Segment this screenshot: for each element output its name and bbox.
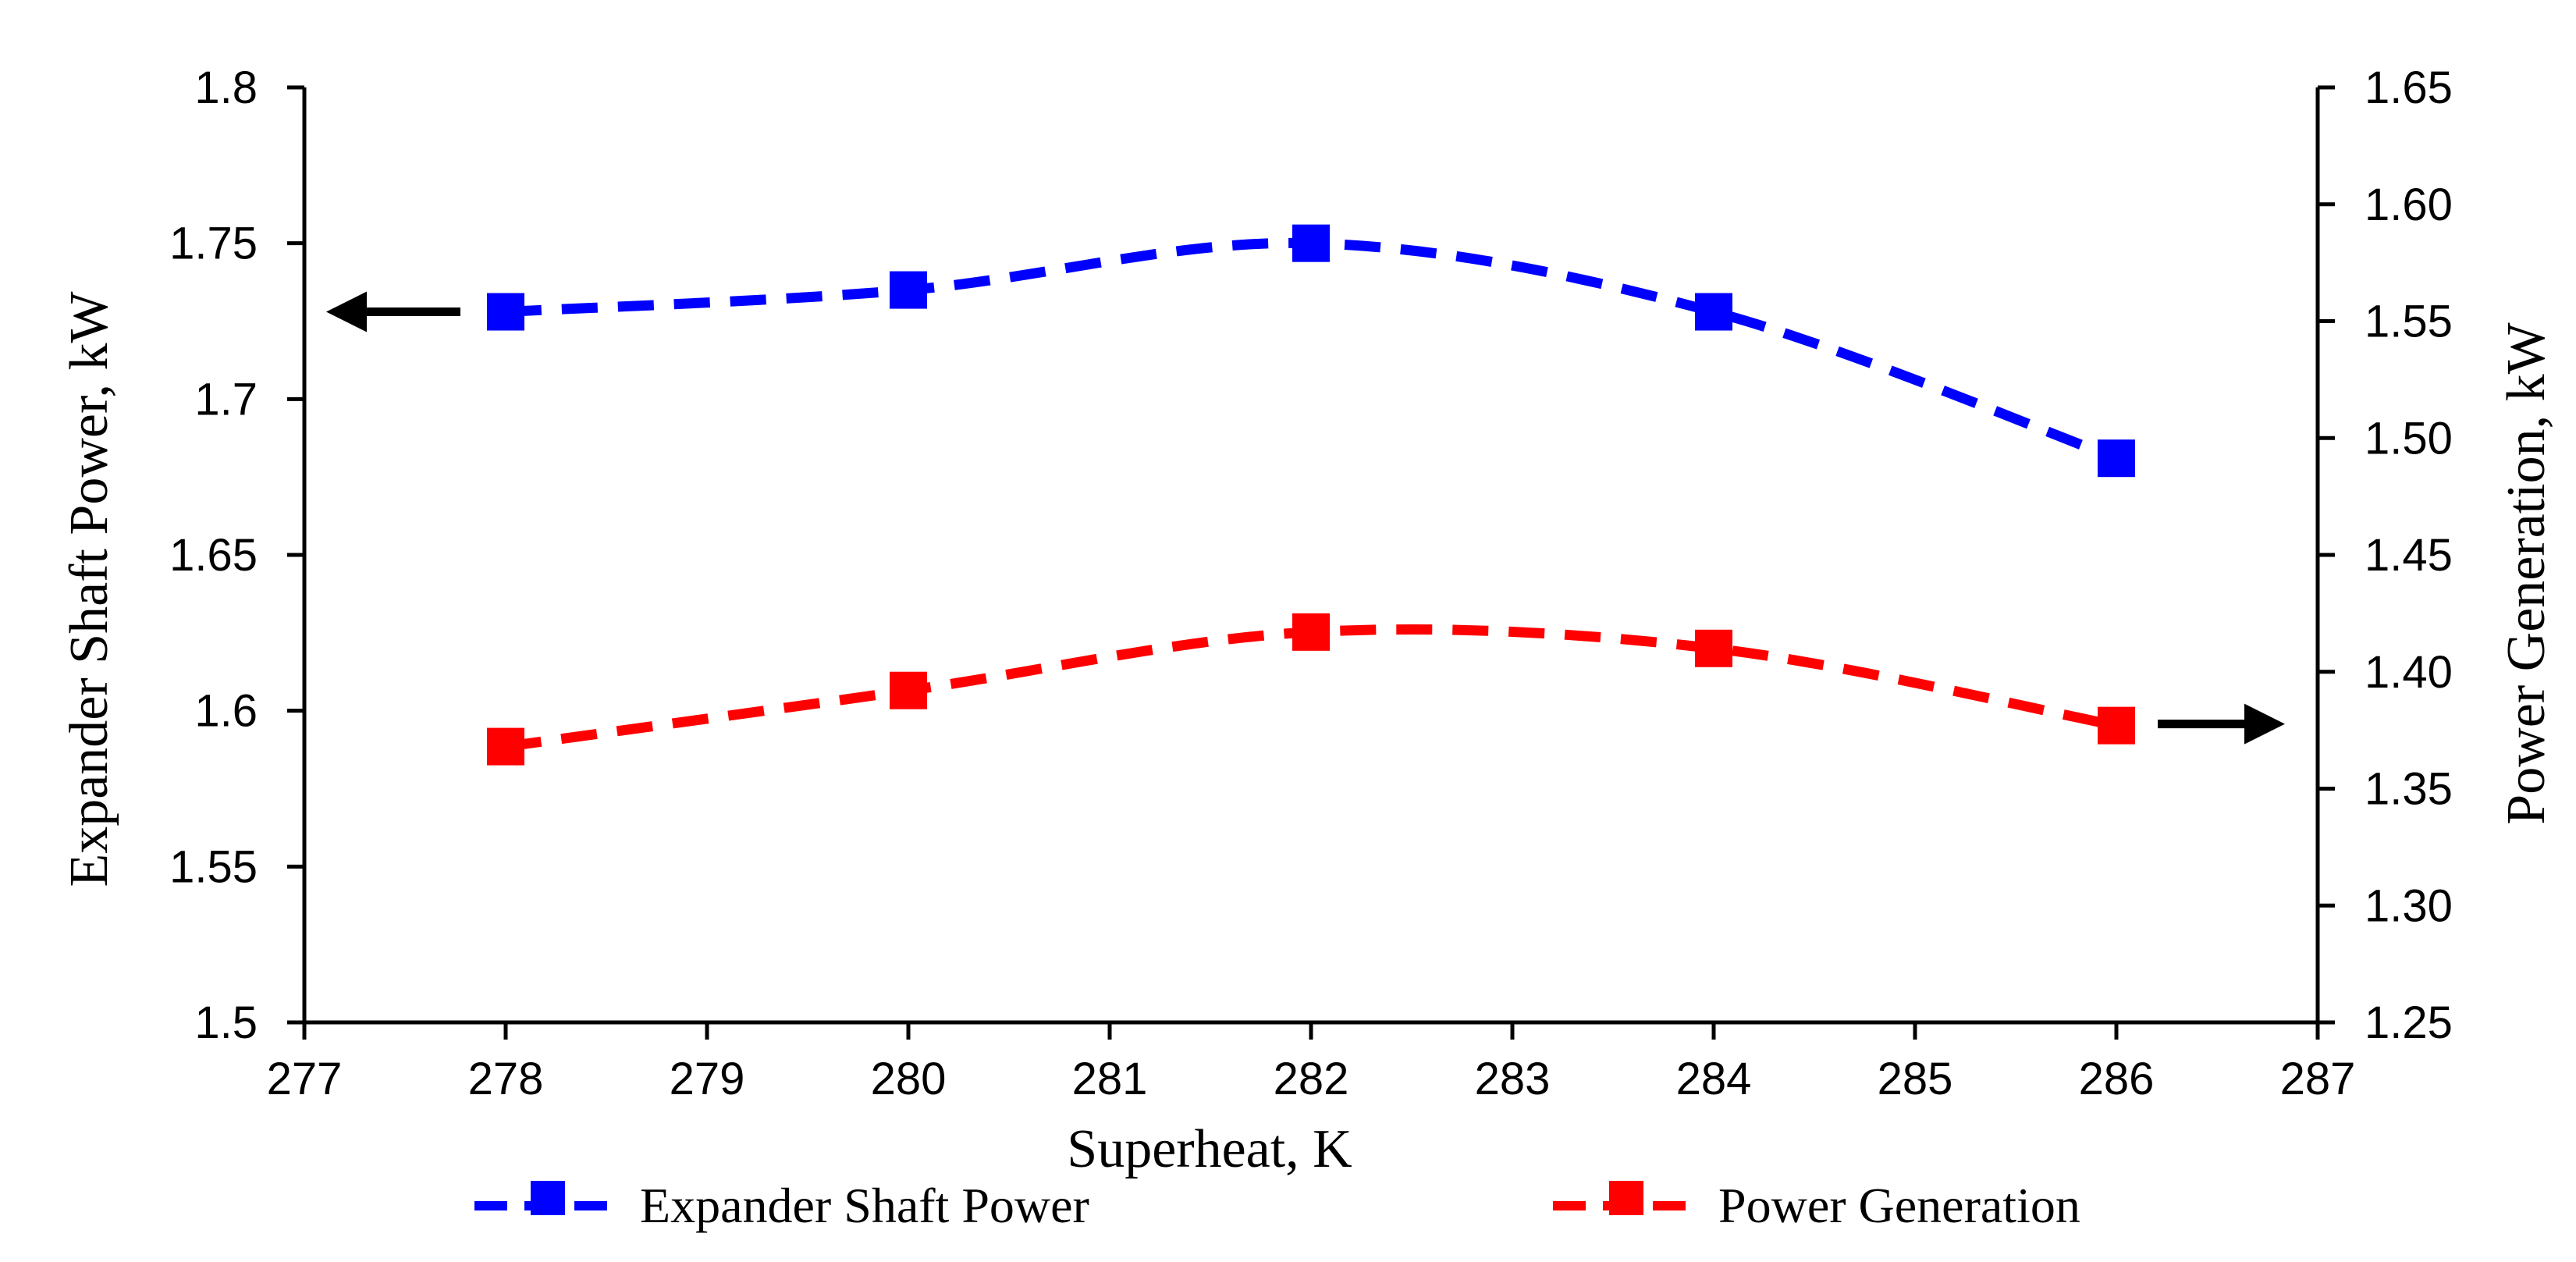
- point-power-generation-286: [2098, 706, 2135, 745]
- y-left-tick-label-1.55: 1.55: [169, 841, 258, 892]
- y-right-tick-label-1.25: 1.25: [2365, 997, 2453, 1048]
- arrow-right-icon: [2244, 703, 2285, 745]
- point-power-generation-278: [487, 727, 524, 766]
- legend-swatch-marker-power-generation: [1609, 1181, 1643, 1215]
- y-left-tick-label-1.8: 1.8: [194, 62, 258, 113]
- point-expander-shaft-power-284: [1695, 293, 1732, 331]
- y-right-tick-label-1.65: 1.65: [2365, 62, 2453, 113]
- y-right-tick-label-1.35: 1.35: [2365, 764, 2453, 815]
- ticks: 277 278 279 280 281 282 283 284 285 286 287 1.5 1.55…: [169, 62, 2453, 1104]
- series-layer: [487, 224, 2135, 766]
- x-tick-label-287: 287: [2280, 1054, 2356, 1104]
- x-tick-label-283: 283: [1475, 1054, 1551, 1104]
- legend-item-power-generation: Power Generation: [1553, 1178, 2080, 1233]
- y-left-tick-label-1.6: 1.6: [194, 686, 258, 737]
- y-right-tick-label-1.45: 1.45: [2365, 530, 2453, 581]
- x-tick-label-281: 281: [1072, 1054, 1148, 1104]
- x-tick-label-280: 280: [871, 1054, 947, 1104]
- y-left-axis-title: Expander Shaft Power, kW: [59, 291, 119, 887]
- legend-label-power-generation: Power Generation: [1718, 1178, 2080, 1233]
- legend-item-expander-shaft-power: Expander Shaft Power: [474, 1178, 1089, 1233]
- y-right-tick-label-1.40: 1.40: [2365, 647, 2453, 698]
- point-power-generation-284: [1695, 629, 1732, 667]
- y-right-tick-label-1.30: 1.30: [2365, 880, 2453, 931]
- y-right-tick-label-1.60: 1.60: [2365, 180, 2453, 230]
- point-expander-shaft-power-278: [487, 293, 524, 331]
- y-left-tick-label-1.65: 1.65: [169, 530, 258, 581]
- y-left-tick-label-1.75: 1.75: [169, 219, 258, 269]
- legend-label-expander-shaft-power: Expander Shaft Power: [640, 1178, 1089, 1233]
- point-expander-shaft-power-286: [2098, 439, 2135, 478]
- y-left-tick-label-1.5: 1.5: [194, 997, 258, 1048]
- y-right-axis-title: Power Generation, kW: [2496, 322, 2556, 824]
- x-tick-label-284: 284: [1676, 1054, 1752, 1104]
- x-tick-label-277: 277: [267, 1054, 343, 1104]
- x-tick-label-282: 282: [1274, 1054, 1349, 1104]
- arrow-left-icon: [326, 291, 367, 332]
- point-expander-shaft-power-280: [890, 271, 927, 309]
- point-power-generation-282: [1292, 613, 1330, 651]
- x-tick-label-285: 285: [1878, 1054, 1953, 1104]
- y-left-tick-label-1.7: 1.7: [194, 374, 258, 425]
- x-tick-label-278: 278: [468, 1054, 544, 1104]
- y-right-tick-label-1.50: 1.50: [2365, 413, 2453, 464]
- legend-swatch-marker-expander-shaft-power: [531, 1181, 565, 1215]
- point-power-generation-280: [890, 671, 927, 709]
- x-tick-label-279: 279: [670, 1054, 745, 1104]
- y-right-tick-label-1.55: 1.55: [2365, 297, 2453, 347]
- x-axis-title: Superheat, K: [1067, 1119, 1352, 1179]
- x-tick-label-286: 286: [2079, 1054, 2155, 1104]
- legend: Expander Shaft Power Power Generation: [474, 1178, 2080, 1233]
- point-expander-shaft-power-282: [1292, 224, 1330, 262]
- annotation-layer: [326, 291, 2285, 745]
